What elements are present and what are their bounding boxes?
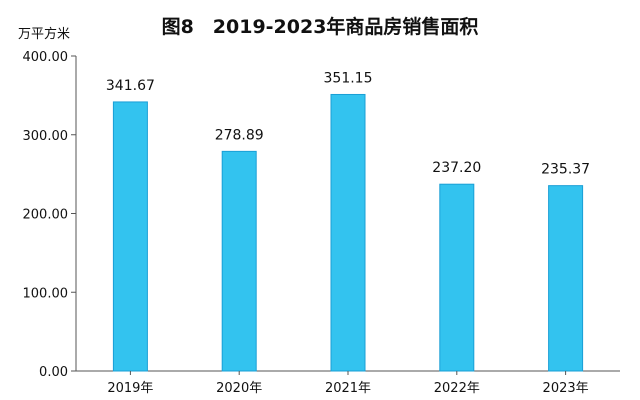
x-category-label: 2020年 bbox=[216, 381, 262, 396]
chart-title: 图8 2019-2023年商品房销售面积 bbox=[162, 15, 479, 38]
y-tick-label: 300.00 bbox=[23, 129, 69, 144]
y-ticks: 0.00 100.00 200.00 300.00 400.00 bbox=[23, 50, 76, 380]
bar-value-label: 237.20 bbox=[432, 160, 481, 176]
bar bbox=[330, 93, 366, 372]
y-tick-label: 200.00 bbox=[23, 208, 69, 223]
y-axis-unit-label: 万平方米 bbox=[18, 26, 70, 42]
x-category-label: 2019年 bbox=[107, 381, 153, 396]
y-tick-label: 400.00 bbox=[23, 50, 69, 65]
bar bbox=[112, 101, 148, 372]
data-labels: 341.67 278.89 351.15 237.20 235.37 bbox=[106, 70, 590, 177]
y-tick-label: 100.00 bbox=[23, 286, 69, 301]
y-tick-label: 0.00 bbox=[39, 365, 68, 380]
bars bbox=[112, 93, 584, 372]
bar bbox=[439, 183, 475, 372]
bar-value-label: 235.37 bbox=[541, 162, 590, 178]
bar bbox=[221, 150, 257, 372]
bar-value-label: 341.67 bbox=[106, 78, 155, 94]
bar-value-label: 278.89 bbox=[215, 127, 264, 143]
bar-value-label: 351.15 bbox=[324, 70, 373, 86]
category-labels: 2019年 2020年 2021年 2022年 2023年 bbox=[107, 371, 589, 396]
x-category-label: 2023年 bbox=[543, 381, 589, 396]
bar bbox=[548, 185, 584, 372]
x-category-label: 2021年 bbox=[325, 381, 371, 396]
x-category-label: 2022年 bbox=[434, 381, 480, 396]
